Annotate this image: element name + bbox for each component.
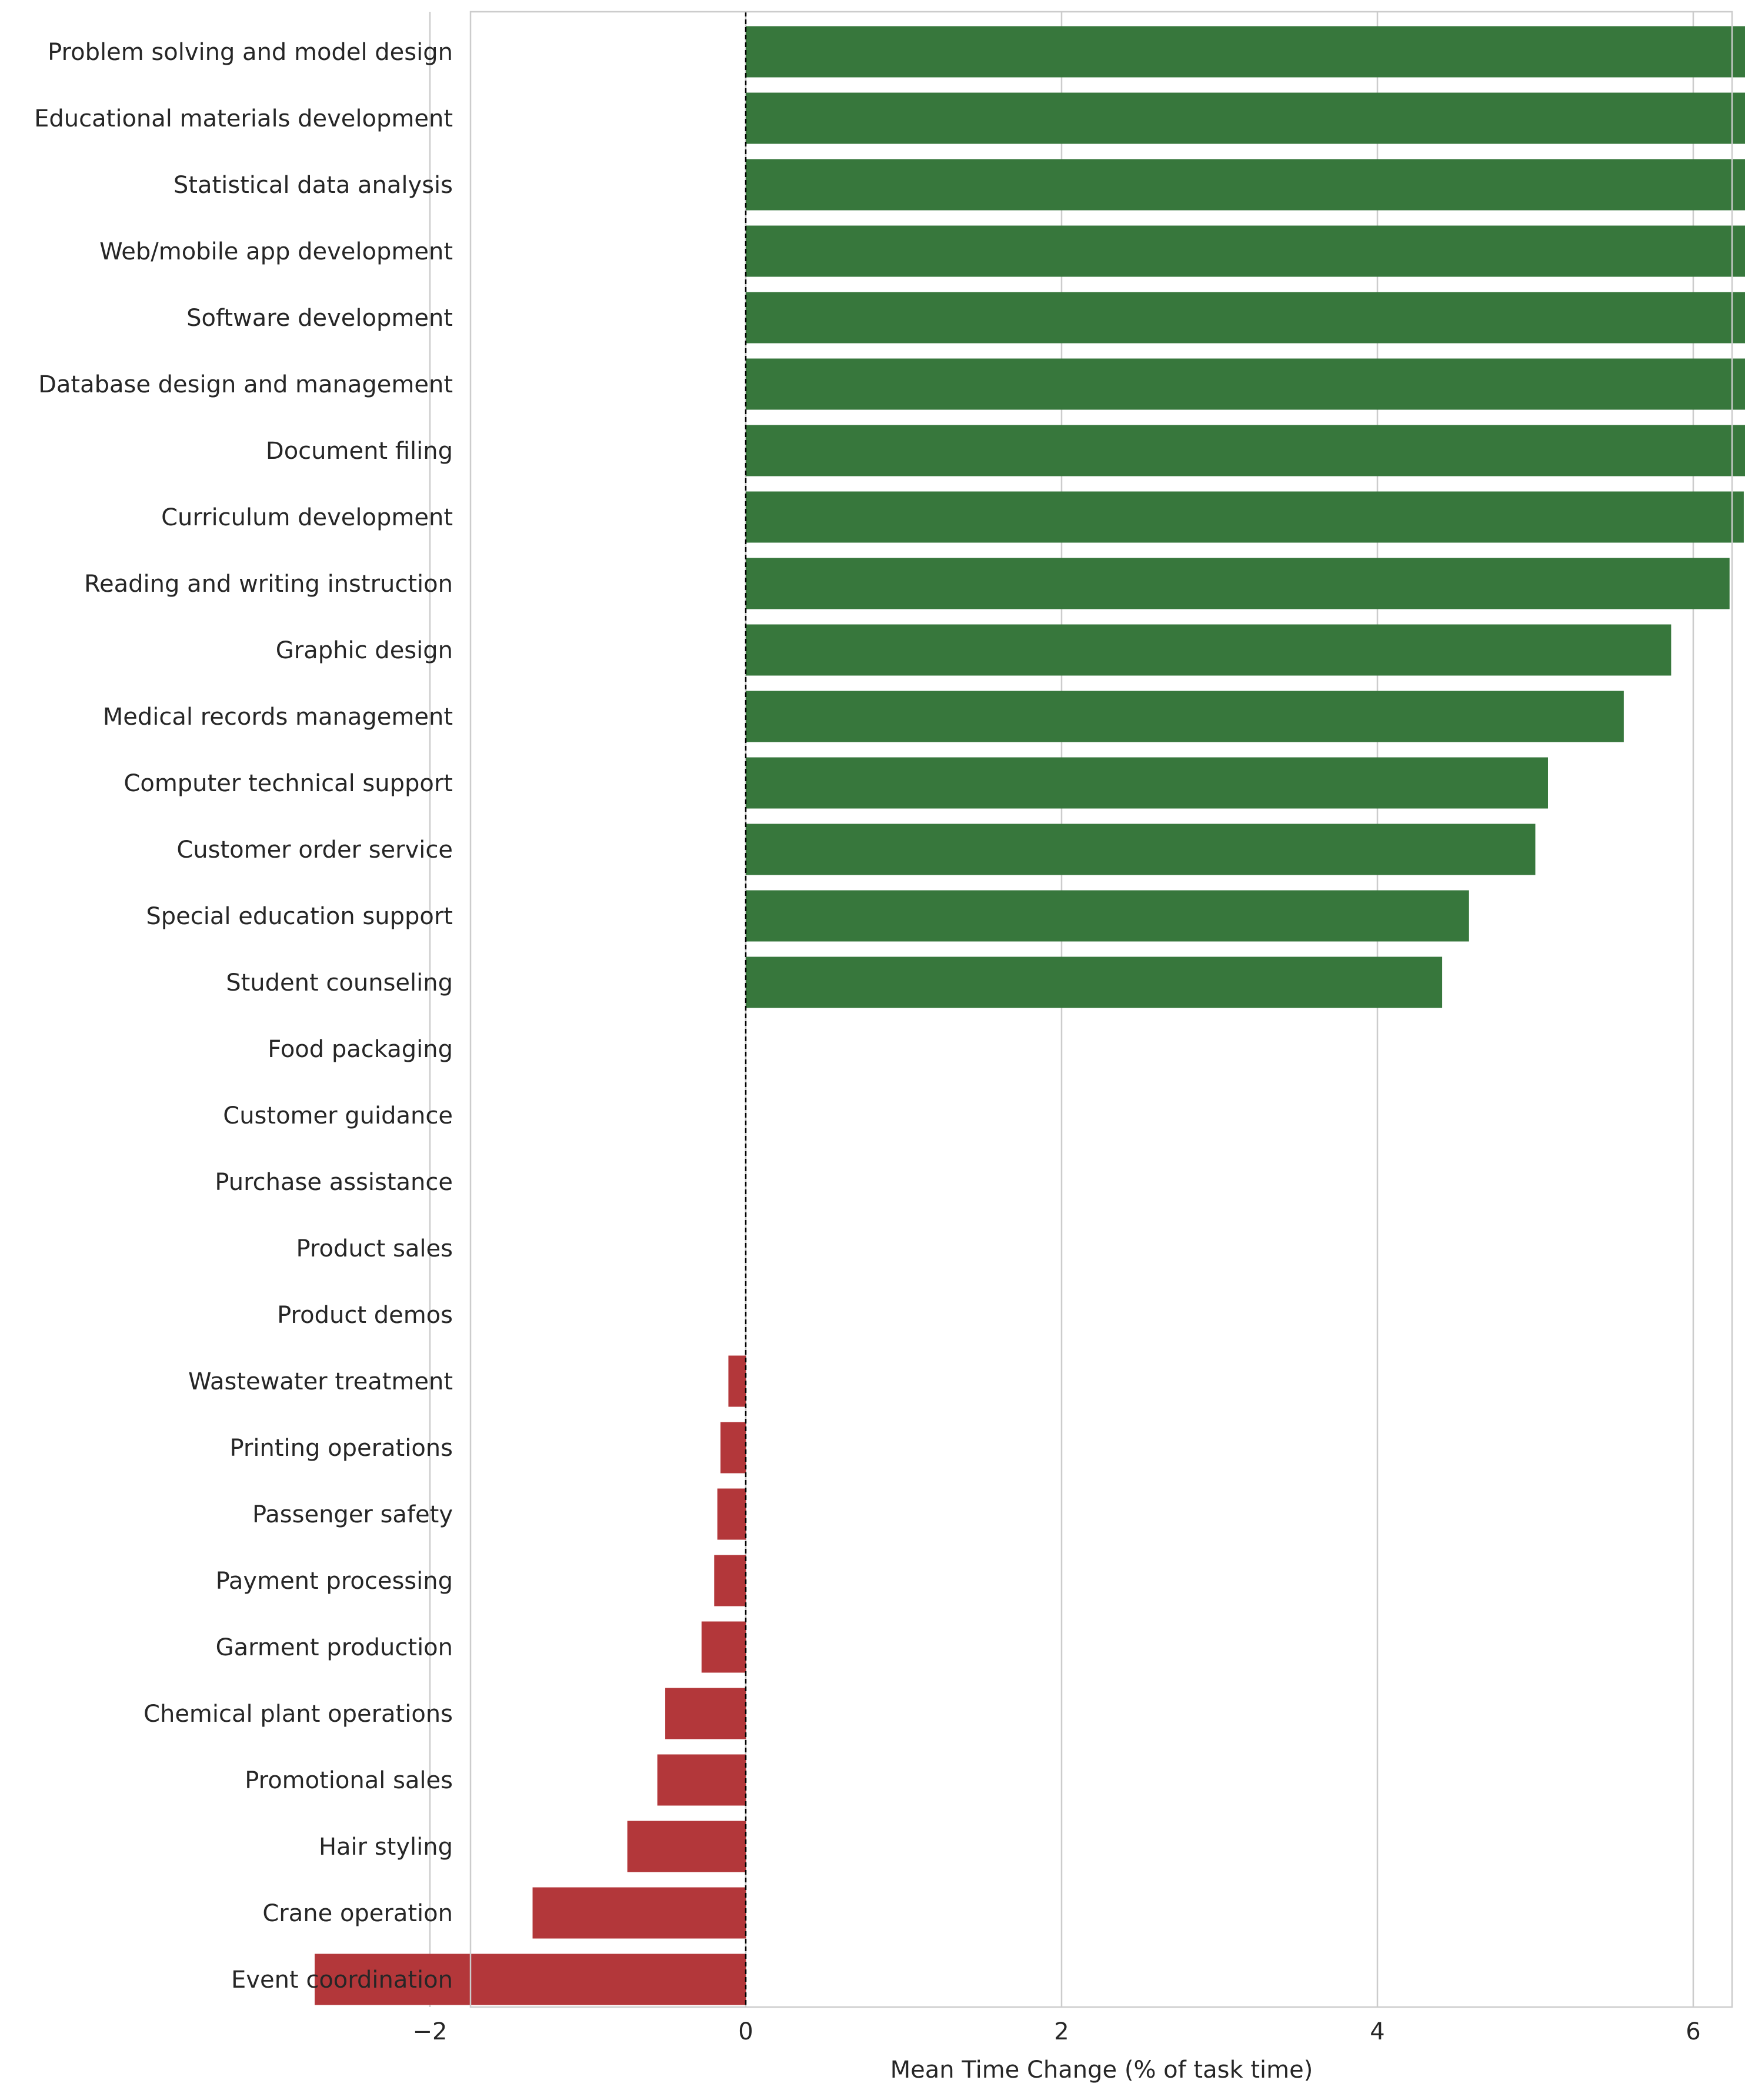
bar bbox=[532, 1887, 746, 1939]
category-label: Hair styling bbox=[319, 1834, 453, 1861]
bar bbox=[746, 824, 1536, 875]
category-label: Student counseling bbox=[226, 969, 453, 996]
x-tick-label: 2 bbox=[1054, 2018, 1069, 2045]
x-tick-labels: −2024681012 bbox=[413, 2018, 1701, 2045]
bar bbox=[720, 1422, 746, 1474]
bar bbox=[746, 292, 1745, 344]
bar bbox=[746, 691, 1624, 742]
x-tick-label: 6 bbox=[1686, 2018, 1700, 2045]
category-label: Product demos bbox=[277, 1302, 453, 1329]
bar bbox=[746, 225, 1745, 277]
category-label: Curriculum development bbox=[161, 504, 453, 531]
x-tick-label: −2 bbox=[413, 2018, 448, 2045]
bar bbox=[746, 358, 1745, 410]
bar bbox=[746, 491, 1744, 543]
bar bbox=[746, 92, 1745, 144]
plot-frame bbox=[469, 11, 1733, 2008]
x-axis-title: Mean Time Change (% of task time) bbox=[890, 2056, 1313, 2084]
category-label: Special education support bbox=[146, 903, 453, 930]
category-label: Printing operations bbox=[230, 1435, 453, 1462]
bar bbox=[714, 1555, 746, 1606]
category-label: Medical records management bbox=[103, 704, 453, 731]
category-label: Customer order service bbox=[176, 836, 453, 864]
category-label: Customer guidance bbox=[223, 1102, 453, 1129]
category-label: Web/mobile app development bbox=[99, 238, 453, 265]
category-label: Statistical data analysis bbox=[174, 172, 453, 199]
bar bbox=[627, 1821, 746, 1872]
category-label: Chemical plant operations bbox=[144, 1701, 453, 1728]
category-label: Software development bbox=[186, 305, 453, 332]
bar bbox=[701, 1621, 746, 1673]
category-label: Problem solving and model design bbox=[48, 39, 453, 66]
category-label: Event coordination bbox=[231, 1966, 453, 1994]
category-label: Computer technical support bbox=[124, 770, 453, 797]
category-label: Passenger safety bbox=[252, 1501, 453, 1528]
x-tick-label: 4 bbox=[1370, 2018, 1384, 2045]
category-label: Purchase assistance bbox=[215, 1169, 453, 1196]
category-label: Document filing bbox=[266, 438, 453, 465]
category-label: Garment production bbox=[216, 1634, 453, 1661]
bar bbox=[746, 956, 1443, 1008]
x-tick-label: 0 bbox=[738, 2018, 753, 2045]
category-label: Educational materials development bbox=[34, 105, 453, 132]
bar bbox=[746, 890, 1469, 942]
bars bbox=[314, 26, 1745, 2005]
bar bbox=[657, 1754, 746, 1806]
bar bbox=[746, 624, 1671, 676]
category-label: Promotional sales bbox=[245, 1767, 453, 1794]
bar bbox=[746, 159, 1745, 211]
category-label: Food packaging bbox=[268, 1036, 453, 1063]
category-label: Product sales bbox=[296, 1235, 453, 1262]
category-labels: Problem solving and model design Educatio… bbox=[34, 39, 453, 1994]
bar bbox=[746, 558, 1730, 609]
category-label: Graphic design bbox=[276, 637, 453, 664]
category-label: Payment processing bbox=[216, 1568, 453, 1595]
category-label: Reading and writing instruction bbox=[84, 571, 453, 598]
bar bbox=[314, 1954, 746, 2005]
bar bbox=[746, 26, 1745, 78]
category-label: Wastewater treatment bbox=[188, 1368, 453, 1395]
bar bbox=[717, 1488, 746, 1540]
bar bbox=[665, 1688, 746, 1739]
bar bbox=[746, 757, 1548, 809]
category-label: Database design and management bbox=[38, 371, 453, 398]
category-label: Crane operation bbox=[262, 1900, 453, 1927]
bar bbox=[746, 425, 1745, 476]
bar bbox=[728, 1355, 746, 1407]
